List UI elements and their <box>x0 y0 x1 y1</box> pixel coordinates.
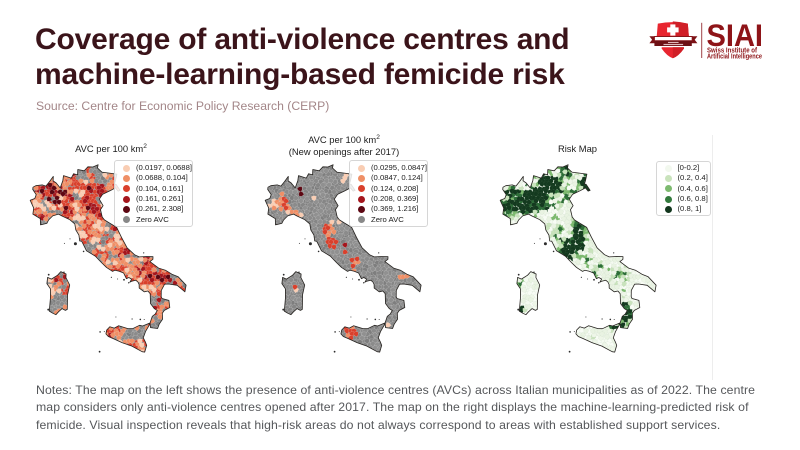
svg-text:Swiss Institute of: Swiss Institute of <box>707 47 758 54</box>
svg-text:Artificial Intelligence: Artificial Intelligence <box>707 54 762 61</box>
svg-text:SIAI: SIAI <box>707 17 764 53</box>
